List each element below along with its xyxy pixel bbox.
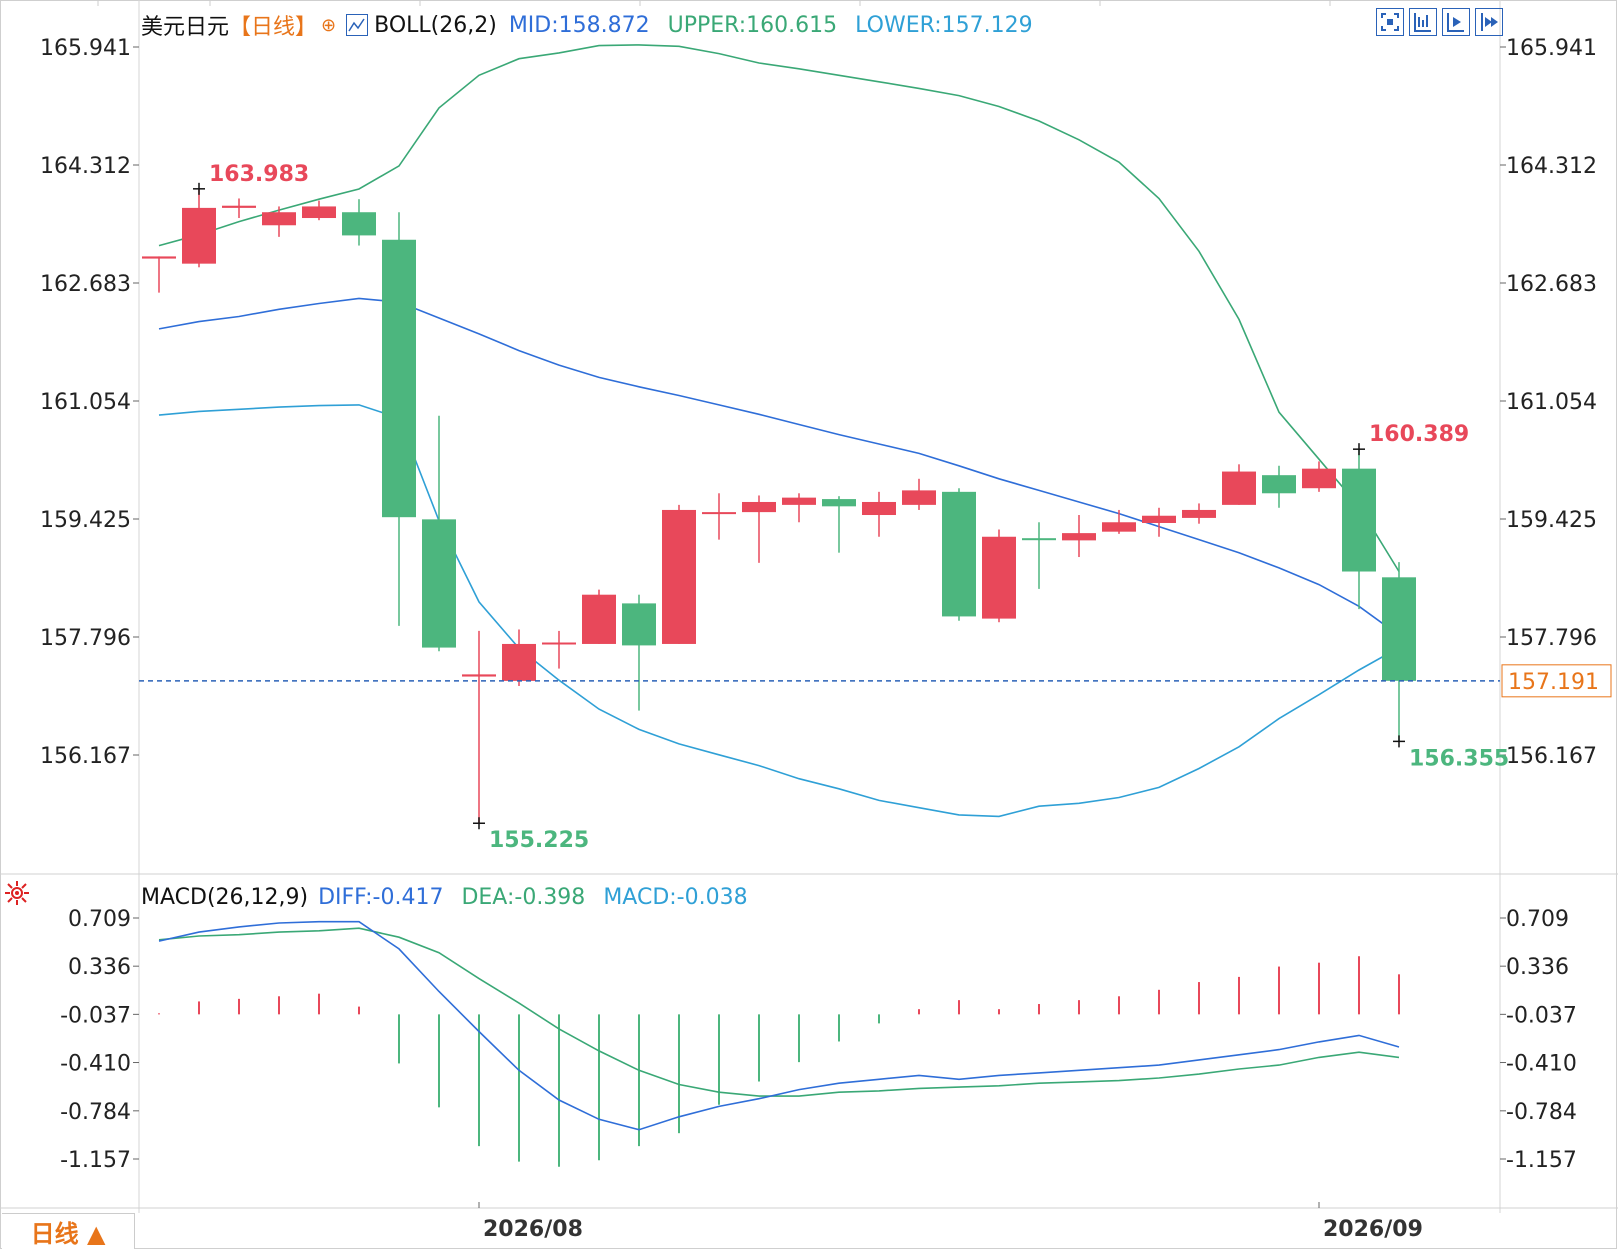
- candle-body: [302, 206, 336, 219]
- candle-body: [1222, 471, 1256, 505]
- macd-settings-icon[interactable]: [4, 880, 30, 906]
- boll-lower-line: [158, 404, 1400, 818]
- macd-right-tick-label: 0.336: [1506, 955, 1569, 980]
- left-y-tick-label: 161.054: [40, 390, 131, 415]
- recent-low-label: 156.355: [1409, 746, 1509, 771]
- candle-body: [422, 519, 456, 648]
- x-axis-label: 2026/09: [1323, 1217, 1423, 1242]
- right-y-tick-label: 156.167: [1506, 744, 1597, 769]
- candle-body: [782, 497, 816, 505]
- candle-body: [702, 512, 736, 515]
- candle-body: [1022, 538, 1056, 541]
- candle-body: [902, 490, 936, 505]
- candle-body: [462, 674, 496, 677]
- last-price-tag-box: [1501, 664, 1612, 698]
- macd-left-tick-label: 0.709: [68, 907, 131, 932]
- candle-body: [1342, 468, 1376, 572]
- macd-right-tick-label: -0.037: [1506, 1003, 1577, 1028]
- candle-body: [1142, 515, 1176, 523]
- macd-left-tick-label: 0.336: [68, 955, 131, 980]
- macd-diff-line: [158, 920, 1400, 1131]
- left-y-tick-label: 159.425: [40, 508, 131, 533]
- macd-dea-value: DEA:-0.398: [461, 884, 586, 910]
- right-y-tick-label: 164.312: [1506, 154, 1597, 179]
- right-y-tick-label: 157.796: [1506, 626, 1597, 651]
- period-circle-icon[interactable]: ⊕: [321, 14, 337, 36]
- candle-body: [342, 212, 376, 236]
- candle-body: [382, 239, 416, 518]
- macd-left-tick-label: -0.037: [60, 1003, 131, 1028]
- left-y-tick-label: 156.167: [40, 744, 131, 769]
- right-y-tick-label: 159.425: [1506, 508, 1597, 533]
- boll-mid-line: [158, 297, 1400, 636]
- macd-left-tick-label: -0.410: [60, 1052, 131, 1077]
- left-y-tick-label: 162.683: [40, 272, 131, 297]
- boll-indicator-label[interactable]: BOLL(26,2): [374, 12, 497, 38]
- low-price-label: 155.225: [489, 828, 589, 853]
- candle-body: [542, 642, 576, 645]
- symbol-name: 美元日元: [141, 15, 230, 40]
- candle-body: [1062, 533, 1096, 541]
- last-price-tag: 157.191: [1508, 670, 1599, 695]
- candle-body: [742, 501, 776, 513]
- macd-diff-value: DIFF:-0.417: [318, 884, 444, 910]
- boll-upper-value: UPPER:160.615: [667, 12, 838, 38]
- indicator-chart-icon[interactable]: [346, 14, 369, 36]
- candle-body: [182, 207, 216, 264]
- candle-body: [142, 256, 176, 259]
- candle-body: [1102, 522, 1136, 532]
- candle-body: [982, 536, 1016, 619]
- boll-mid-value: MID:158.872: [508, 12, 650, 38]
- candle-body: [862, 501, 896, 516]
- candle-body: [622, 603, 656, 646]
- recent-high-label: 160.389: [1369, 422, 1469, 447]
- macd-left-tick-label: -0.784: [60, 1100, 131, 1125]
- candle-body: [942, 491, 976, 617]
- macd-header: MACD(26,12,9) DIFF:-0.417 DEA:-0.398 MAC…: [141, 882, 748, 912]
- candle-body: [662, 509, 696, 644]
- scroll-end-icon[interactable]: [1475, 8, 1503, 36]
- candle-body: [1262, 475, 1296, 494]
- left-y-tick-label: 164.312: [40, 154, 131, 179]
- boll-lower-value: LOWER:157.129: [855, 12, 1033, 38]
- zoom-out-icon[interactable]: [1409, 8, 1437, 36]
- candle-body: [822, 499, 856, 507]
- right-y-tick-label: 162.683: [1506, 272, 1597, 297]
- right-y-tick-label: 165.941: [1506, 36, 1597, 61]
- macd-right-tick-label: -0.410: [1506, 1052, 1577, 1077]
- boll-upper-line: [158, 44, 1400, 572]
- candle-body: [222, 205, 256, 208]
- macd-right-tick-label: -0.784: [1506, 1100, 1577, 1125]
- candle-body: [1182, 509, 1216, 518]
- main-header: 美元日元 【日线】 ⊕ BOLL(26,2) MID:158.872 UPPER…: [141, 10, 1033, 41]
- macd-indicator-label[interactable]: MACD(26,12,9): [141, 884, 309, 910]
- macd-hist-value: MACD:-0.038: [603, 884, 748, 910]
- macd-right-tick-label: -1.157: [1506, 1148, 1577, 1173]
- timeframe-selector[interactable]: 日线 ▲: [2, 1213, 135, 1249]
- left-y-tick-label: 157.796: [40, 626, 131, 651]
- macd-right-tick-label: 0.709: [1506, 907, 1569, 932]
- left-y-tick-label: 165.941: [40, 36, 131, 61]
- macd-left-tick-label: -1.157: [60, 1148, 131, 1173]
- candle-body: [1382, 577, 1416, 681]
- candle-body: [262, 212, 296, 226]
- x-axis-label: 2026/08: [483, 1217, 583, 1242]
- right-y-tick-label: 161.054: [1506, 390, 1597, 415]
- candle-body: [582, 594, 616, 644]
- candle-body: [502, 643, 536, 681]
- zoom-in-icon[interactable]: [1442, 8, 1470, 36]
- fullscreen-icon[interactable]: [1376, 8, 1404, 36]
- period-tag[interactable]: 【日线】: [229, 15, 318, 40]
- candle-body: [1302, 468, 1336, 489]
- macd-dea-line: [158, 927, 1400, 1097]
- high-price-label: 163.983: [209, 162, 309, 187]
